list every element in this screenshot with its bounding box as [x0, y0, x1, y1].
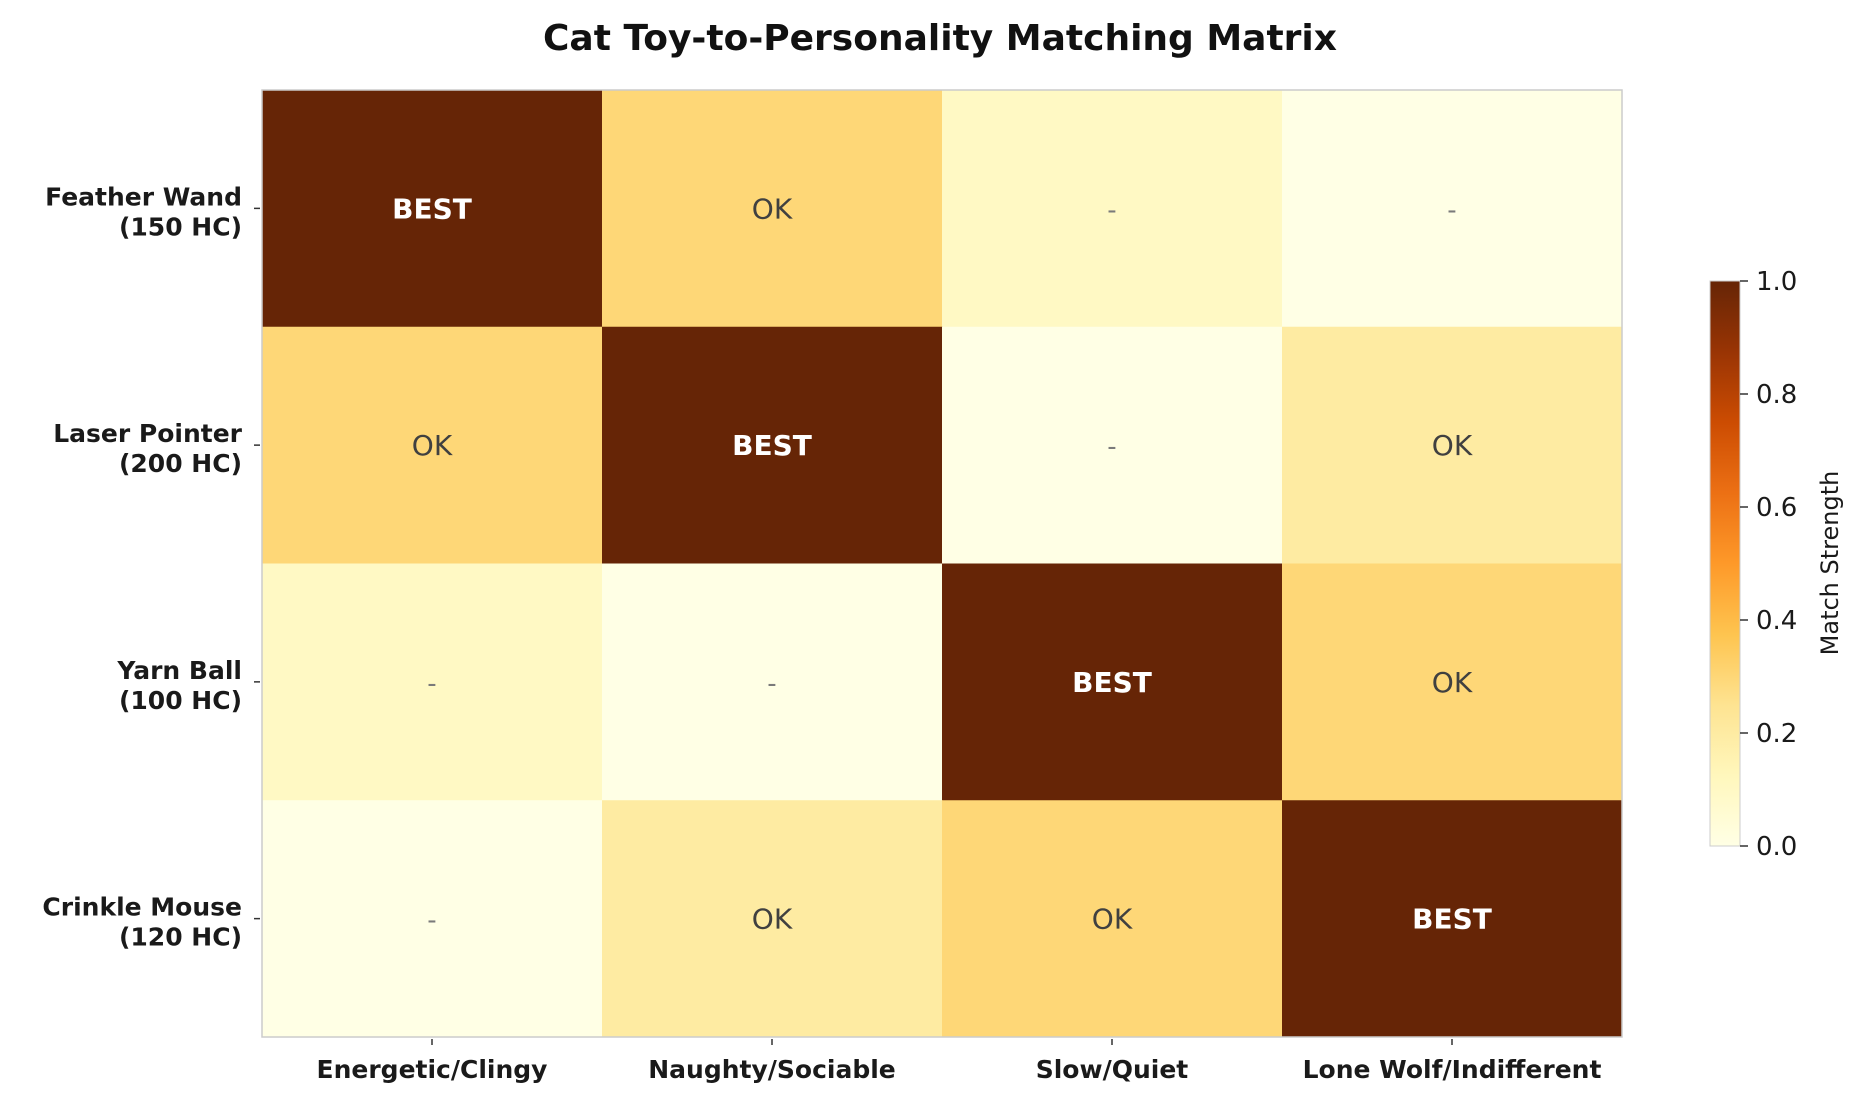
cell-label: -: [1107, 195, 1116, 225]
cell-label: -: [427, 906, 436, 936]
colorbar: 0.0 0.2 0.4 0.6 0.8 1.0 Match Strength: [1709, 267, 1844, 862]
row-label-cost: (200 HC): [119, 449, 242, 478]
heatmap-cell: [602, 563, 943, 801]
colorbar-tick-label: 0.2: [1756, 719, 1797, 749]
chart-title: Cat Toy-to-Personality Matching Matrix: [543, 18, 1337, 59]
colorbar-tick-label: 0.8: [1756, 380, 1797, 410]
column-label: Energetic/Clingy: [317, 1055, 548, 1084]
heatmap-cell: [602, 800, 943, 1038]
heatmap-cell: [602, 90, 943, 328]
heatmap-cell: [1282, 563, 1623, 801]
row-label-cost: (120 HC): [119, 923, 242, 952]
colorbar-tick-label: 0.4: [1756, 606, 1797, 636]
heatmap-cell: [942, 326, 1283, 564]
cell-label: BEST: [732, 429, 812, 462]
column-label: Slow/Quiet: [1036, 1055, 1189, 1084]
cell-label: OK: [752, 903, 793, 936]
heatmap-cell: [1282, 800, 1623, 1038]
heatmap-cell: [262, 800, 603, 1038]
colorbar-tick-label: 0.6: [1756, 493, 1797, 523]
row-label-cost: (150 HC): [119, 212, 242, 241]
cell-label: OK: [752, 192, 793, 225]
cell-label: BEST: [392, 192, 472, 225]
heatmap-cell: [262, 563, 603, 801]
row-label-name: Yarn Ball: [116, 656, 242, 685]
heatmap-cell: [602, 326, 943, 564]
heatmap-cell: [262, 90, 603, 328]
column-label: Lone Wolf/Indifferent: [1303, 1055, 1602, 1084]
cell-label: OK: [412, 429, 453, 462]
colorbar-label: Match Strength: [1816, 471, 1844, 656]
colorbar-ticks: 0.0 0.2 0.4 0.6 0.8 1.0: [1740, 267, 1797, 862]
cell-label: OK: [1092, 903, 1133, 936]
row-label-name: Feather Wand: [45, 182, 242, 211]
cell-label: OK: [1432, 666, 1473, 699]
cell-label: -: [1107, 432, 1116, 462]
cell-label: BEST: [1412, 903, 1492, 936]
cell-label: OK: [1432, 429, 1473, 462]
row-label-cost: (100 HC): [119, 686, 242, 715]
row-label-name: Crinkle Mouse: [42, 893, 242, 922]
cell-label: -: [1447, 195, 1456, 225]
heatmap-cell: [942, 563, 1283, 801]
row-labels: Feather Wand(150 HC) Laser Pointer(200 HC…: [42, 182, 260, 952]
column-label: Naughty/Sociable: [648, 1055, 896, 1084]
cell-label: -: [767, 669, 776, 699]
colorbar-tick-label: 0.0: [1756, 832, 1797, 862]
column-labels: Energetic/Clingy Naughty/Sociable Slow/Qui…: [317, 1039, 1602, 1084]
heatmap-cell: [942, 90, 1283, 328]
heatmap-cell: [262, 326, 603, 564]
cell-label: -: [427, 669, 436, 699]
heatmap-cell: [1282, 90, 1623, 328]
heatmap-cell: [942, 800, 1283, 1038]
colorbar-tick-label: 1.0: [1756, 267, 1797, 297]
cell-label: BEST: [1072, 666, 1152, 699]
plot-frame: [261, 89, 1623, 1038]
heatmap-cell: [1282, 326, 1623, 564]
colorbar-gradient: [1709, 280, 1741, 847]
heatmap-cells: BEST OK - - OK BEST - OK - - BEST OK - OK OK BEST: [262, 90, 1623, 1038]
row-label-name: Laser Pointer: [53, 419, 242, 448]
